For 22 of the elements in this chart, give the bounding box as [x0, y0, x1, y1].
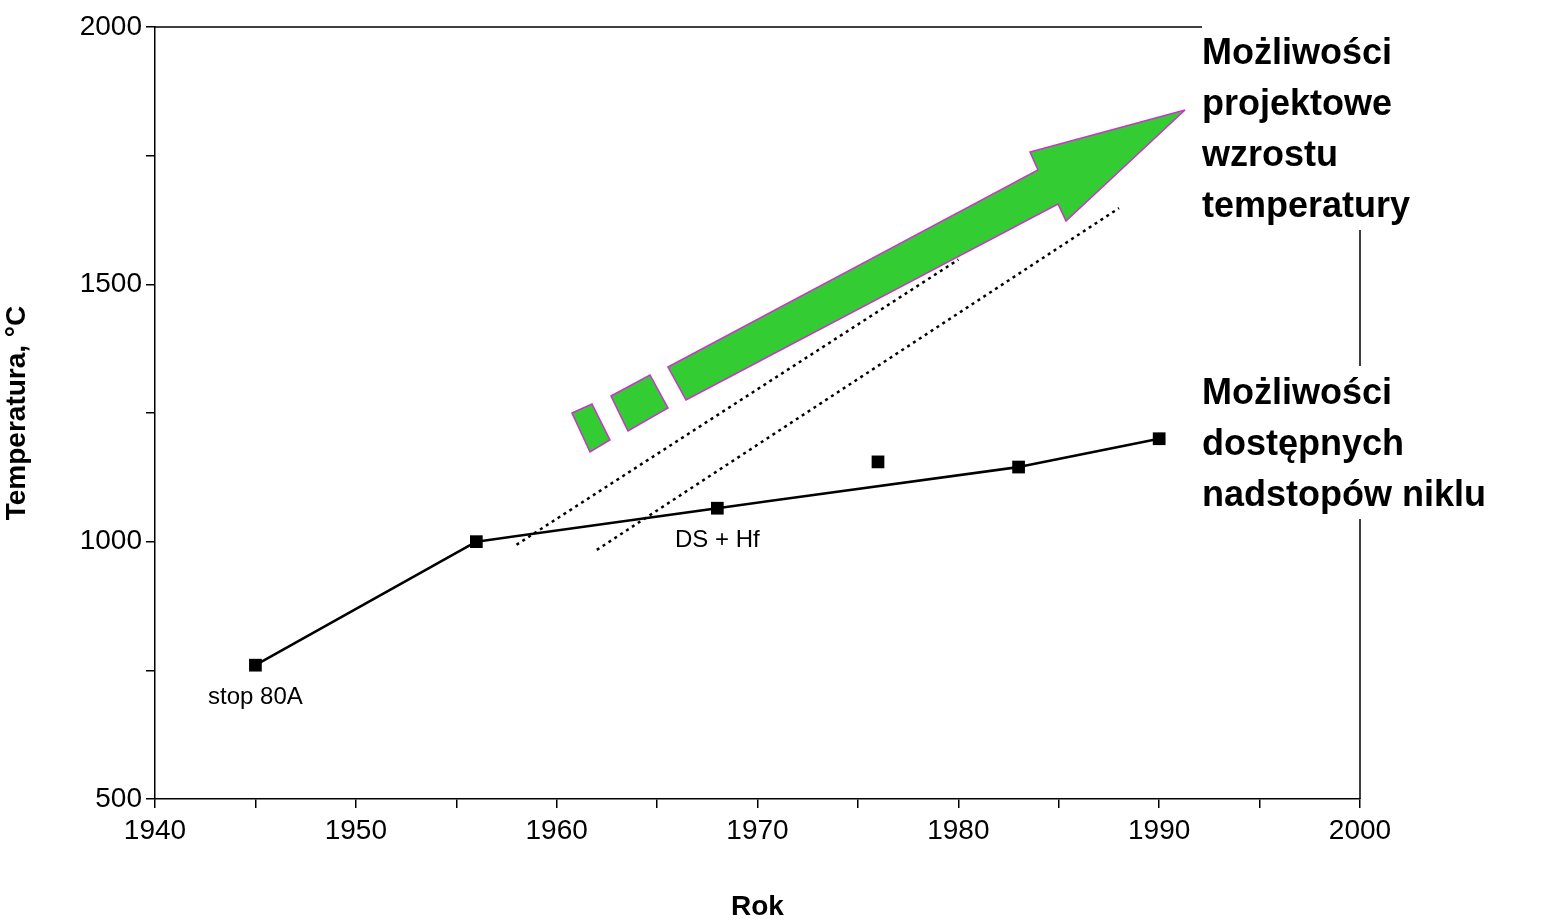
y-tick-label: 1500	[79, 267, 142, 299]
x-tick-label: 1940	[123, 813, 187, 845]
x-tick-label: 1980	[927, 813, 990, 845]
point	[710, 501, 724, 515]
x-tick-label: 1950	[324, 813, 387, 845]
point	[249, 658, 262, 672]
x-tick-label: 1960	[525, 813, 588, 845]
annotation: Możliwości dostępnych nadstopów niklu	[1202, 366, 1512, 519]
y-tick-label: 2000	[79, 9, 142, 41]
point	[1012, 460, 1025, 474]
annotation: DS + Hf	[674, 524, 761, 552]
x-axis-title: Rok	[731, 889, 785, 921]
y-axis-title: Temperatura, °C	[0, 305, 31, 521]
x-tick-label: 1990	[1128, 813, 1191, 845]
x-tick-label: 2000	[1328, 813, 1392, 845]
y-tick-label: 1000	[79, 524, 142, 556]
annotation: Możliwości projektowe wzrostu temperatury	[1202, 26, 1512, 230]
point	[1152, 432, 1166, 446]
y-tick-label: 500	[95, 781, 142, 813]
x-tick-label: 1970	[726, 813, 789, 845]
point	[469, 535, 483, 549]
annotation: stop 80A	[208, 681, 303, 709]
